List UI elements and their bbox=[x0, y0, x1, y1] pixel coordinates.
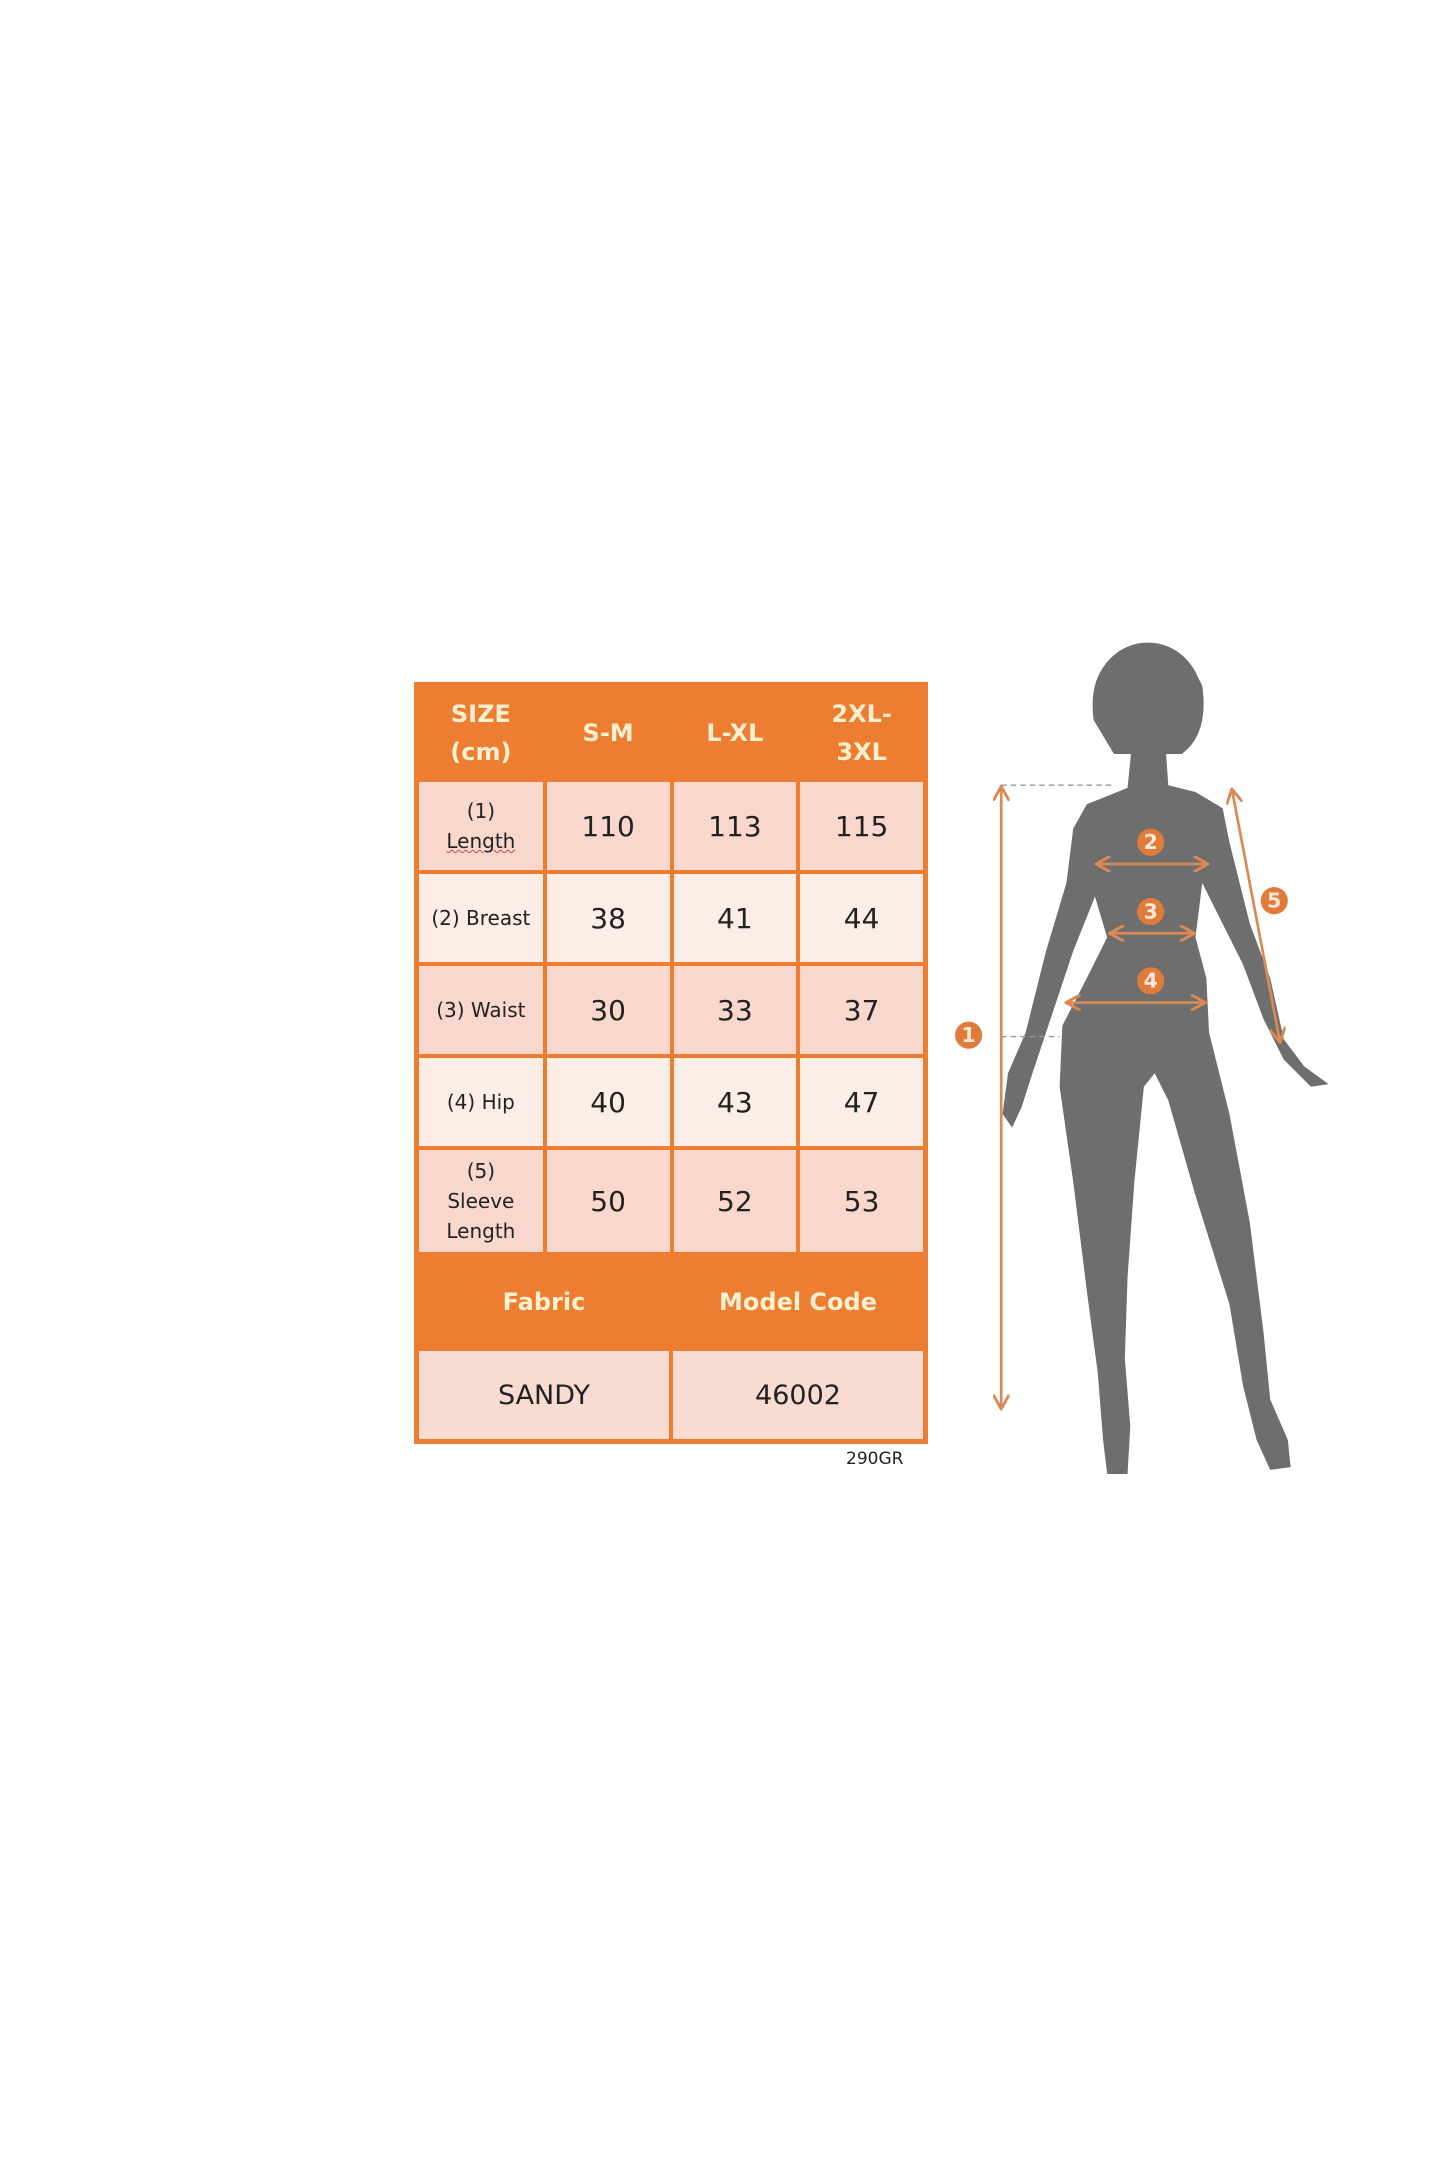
table-row-hip: (4) Hip 40 43 47 bbox=[417, 1056, 925, 1148]
header-text: L-XL bbox=[706, 718, 764, 747]
row-label: (1) Length bbox=[417, 780, 545, 872]
header-size-cm: SIZE (cm) bbox=[417, 685, 545, 780]
table-cell: 40 bbox=[544, 1056, 672, 1148]
svg-text:1: 1 bbox=[962, 1023, 976, 1047]
label-text: Length bbox=[446, 1219, 516, 1243]
header-text: (cm) bbox=[450, 737, 512, 766]
woman-silhouette-icon bbox=[1002, 642, 1329, 1474]
header-2xl-3xl: 2XL-3XL bbox=[798, 685, 925, 780]
header-text: 2XL-3XL bbox=[831, 699, 892, 766]
header-text: S-M bbox=[582, 718, 634, 747]
table-cell: 50 bbox=[544, 1148, 672, 1254]
badge-1: 1 bbox=[955, 1021, 983, 1049]
table-cell: 52 bbox=[671, 1148, 799, 1254]
label-text: Length bbox=[446, 829, 516, 853]
footer-header-row: Fabric Model Code bbox=[417, 1254, 925, 1349]
table-cell: 113 bbox=[671, 780, 799, 872]
table-row-length: (1) Length 110 113 115 bbox=[417, 780, 925, 872]
table-cell: 53 bbox=[798, 1148, 925, 1254]
label-text: (5) bbox=[466, 1159, 496, 1183]
table-row-breast: (2) Breast 38 41 44 bbox=[417, 872, 925, 964]
table-cell: 47 bbox=[798, 1056, 925, 1148]
label-text: (1) bbox=[466, 799, 496, 823]
svg-text:4: 4 bbox=[1144, 969, 1158, 993]
table-cell: 33 bbox=[671, 964, 799, 1056]
table-cell: 110 bbox=[544, 780, 672, 872]
size-chart-table: SIZE (cm) S-M L-XL 2XL-3XL (1) Length 11… bbox=[414, 682, 928, 1444]
svg-text:2: 2 bbox=[1144, 830, 1158, 854]
table-cell: 44 bbox=[798, 872, 925, 964]
table-cell: 38 bbox=[544, 872, 672, 964]
table-cell: 41 bbox=[671, 872, 799, 964]
sleeve-arrow bbox=[1232, 791, 1280, 1041]
label-text: Sleeve bbox=[447, 1189, 515, 1213]
row-label: (3) Waist bbox=[417, 964, 545, 1056]
header-l-xl: L-XL bbox=[671, 685, 799, 780]
header-text: SIZE bbox=[450, 699, 511, 728]
badge-2: 2 bbox=[1137, 828, 1165, 856]
table-row-sleeve-length: (5) Sleeve Length 50 52 53 bbox=[417, 1148, 925, 1254]
model-code-header: Model Code bbox=[671, 1254, 925, 1349]
table-cell: 37 bbox=[798, 964, 925, 1056]
badge-3: 3 bbox=[1137, 897, 1165, 926]
badge-5: 5 bbox=[1260, 887, 1288, 915]
header-s-m: S-M bbox=[544, 685, 672, 780]
fabric-value: SANDY bbox=[417, 1349, 671, 1441]
row-label: (5) Sleeve Length bbox=[417, 1148, 545, 1254]
guide-lines bbox=[1001, 784, 1114, 1038]
row-label: (4) Hip bbox=[417, 1056, 545, 1148]
svg-text:5: 5 bbox=[1267, 888, 1281, 912]
table-cell: 115 bbox=[798, 780, 925, 872]
svg-text:3: 3 bbox=[1144, 899, 1158, 923]
badge-4: 4 bbox=[1137, 967, 1165, 995]
fabric-weight-note: 290GR bbox=[846, 1449, 904, 1469]
row-label: (2) Breast bbox=[417, 872, 545, 964]
fabric-header: Fabric bbox=[417, 1254, 671, 1349]
table-header-row: SIZE (cm) S-M L-XL 2XL-3XL bbox=[417, 685, 925, 780]
model-code-value: 46002 bbox=[671, 1349, 925, 1441]
table-cell: 43 bbox=[671, 1056, 799, 1148]
footer-value-row: SANDY 46002 bbox=[417, 1349, 925, 1441]
table-row-waist: (3) Waist 30 33 37 bbox=[417, 964, 925, 1056]
table-cell: 30 bbox=[544, 964, 672, 1056]
